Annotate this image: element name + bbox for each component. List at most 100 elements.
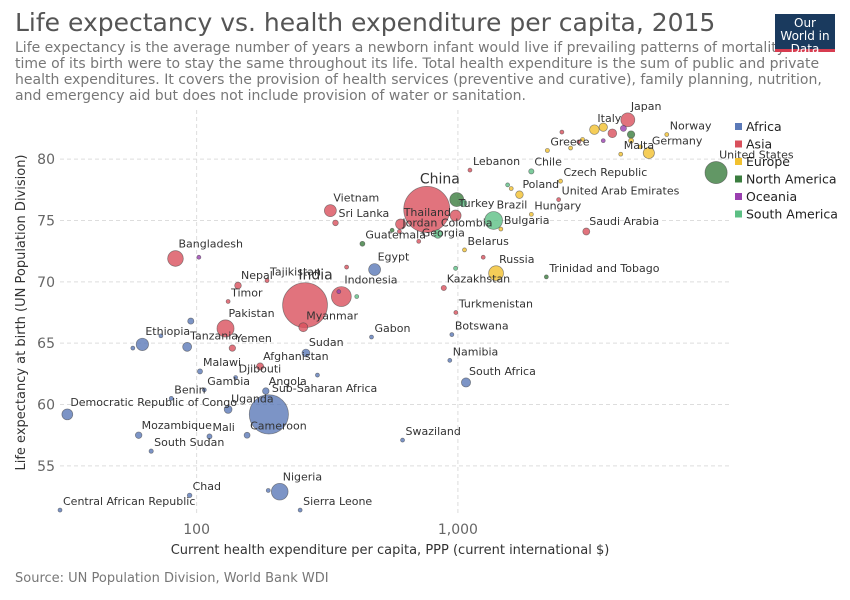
bubble xyxy=(598,122,608,132)
bubble xyxy=(336,289,342,294)
point-label: Ethiopia xyxy=(145,325,190,338)
bubble xyxy=(301,348,311,358)
point-label: Democratic Republic of Congo xyxy=(70,396,237,409)
legend-label: Oceania xyxy=(746,189,797,204)
y-tick-label: 55 xyxy=(37,459,55,475)
bubble xyxy=(187,317,195,325)
bubble xyxy=(265,488,271,493)
bubble xyxy=(638,144,643,150)
bubble xyxy=(264,278,270,283)
bubble xyxy=(148,448,154,454)
point-label: South Africa xyxy=(469,365,536,378)
point-label: Timor xyxy=(230,286,263,299)
point-label: Turkey xyxy=(458,197,495,210)
y-tick-label: 70 xyxy=(37,275,55,291)
legend-label: North America xyxy=(746,172,837,187)
point-label: Benin xyxy=(174,383,205,396)
bubble xyxy=(368,263,381,276)
bubble xyxy=(449,209,462,222)
point-label: Tanzania xyxy=(189,329,238,342)
point-label: Colombia xyxy=(441,217,493,230)
point-label: South Sudan xyxy=(154,436,224,449)
point-label: Italy xyxy=(597,112,621,125)
bubble xyxy=(620,125,627,132)
bubble xyxy=(344,264,349,270)
bubble xyxy=(544,148,550,153)
bubble xyxy=(206,433,213,440)
x-tick-label: 100 xyxy=(183,522,210,538)
bubble xyxy=(234,281,242,290)
bubble xyxy=(449,332,455,337)
bubble xyxy=(628,137,634,144)
bubble xyxy=(543,274,549,280)
point-label: Russia xyxy=(499,253,534,266)
bubble xyxy=(403,186,451,233)
bubble xyxy=(256,362,265,371)
bubble xyxy=(135,337,149,351)
bubble xyxy=(332,219,339,227)
legend-label: South America xyxy=(746,207,838,222)
legend-swatch xyxy=(735,140,742,148)
point-label: Yemen xyxy=(234,332,272,345)
point-label: Sudan xyxy=(309,336,344,349)
bubble xyxy=(515,190,524,199)
bubble xyxy=(223,405,233,414)
bubble xyxy=(201,387,207,393)
bubble xyxy=(528,211,534,217)
legend-swatch xyxy=(735,193,742,200)
bubble xyxy=(167,250,184,267)
point-label: Nepal xyxy=(241,269,273,282)
legend-swatch xyxy=(735,123,742,130)
point-label: Turkmenistan xyxy=(458,298,533,311)
point-label: Swaziland xyxy=(406,425,461,438)
y-tick-label: 60 xyxy=(37,398,55,414)
bubble xyxy=(626,130,636,139)
bubble xyxy=(369,334,374,340)
bubble xyxy=(580,137,585,142)
chart-title: Life expectancy vs. health expenditure p… xyxy=(15,8,716,37)
point-label: Lebanon xyxy=(473,155,520,168)
bubble xyxy=(354,294,360,299)
point-label: Gambia xyxy=(207,375,250,388)
point-label: Central African Republic xyxy=(63,495,195,508)
bubble xyxy=(607,128,618,139)
point-label: Malawi xyxy=(203,356,241,369)
bubble xyxy=(488,265,504,282)
point-label: Indonesia xyxy=(344,274,397,287)
bubble xyxy=(582,227,591,236)
point-label: Bulgaria xyxy=(504,214,550,227)
point-label: Mozambique xyxy=(142,419,212,432)
chart-subtitle: Life expectancy is the average number of… xyxy=(15,40,831,104)
bubble xyxy=(359,240,366,247)
bubble xyxy=(505,182,510,188)
logo[interactable]: Our World in Data xyxy=(775,14,835,56)
point-label: Kazakhstan xyxy=(447,272,510,285)
bubble xyxy=(297,507,303,513)
point-label: Tajikistan xyxy=(269,266,321,279)
point-label: Guatemala xyxy=(365,228,426,241)
bubble xyxy=(186,492,193,499)
bubble xyxy=(196,254,202,260)
bubble xyxy=(168,396,174,401)
bubble xyxy=(61,408,74,421)
point-label: Sub-Saharan Africa xyxy=(272,382,377,395)
point-label: Nigeria xyxy=(283,470,322,483)
y-axis-label: Life expectancy at birth (UN Population … xyxy=(14,154,29,470)
point-label: Trinidad and Tobago xyxy=(548,262,659,275)
bubble xyxy=(508,186,514,191)
bubble xyxy=(315,372,320,378)
bubble xyxy=(389,227,395,233)
bubble xyxy=(462,247,467,253)
point-label: Greece xyxy=(550,135,589,148)
point-label: Belarus xyxy=(468,235,510,248)
bubble xyxy=(618,151,624,157)
point-label: Chad xyxy=(193,480,221,493)
point-label: Sierra Leone xyxy=(303,495,372,508)
point-label: United Arab Emirates xyxy=(562,185,680,198)
bubble xyxy=(130,345,136,351)
point-label: Poland xyxy=(522,178,559,191)
bubble xyxy=(440,284,447,291)
point-label: Germany xyxy=(652,134,703,147)
